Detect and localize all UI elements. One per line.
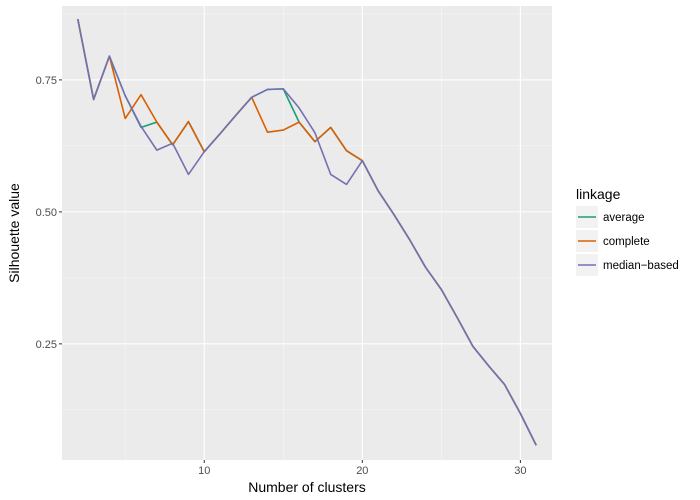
legend: linkage average complete median−based <box>576 186 679 276</box>
x-axis-title: Number of clusters <box>248 479 365 495</box>
series-line-2 <box>77 19 537 446</box>
y-tick-label: 0.25 <box>36 339 57 351</box>
legend-title: linkage <box>576 186 621 202</box>
y-tick-label: 0.50 <box>36 207 57 219</box>
plot-panel <box>62 6 552 460</box>
x-tick-label: 30 <box>514 465 526 477</box>
legend-label: complete <box>603 236 650 248</box>
minor-gridlines <box>62 6 552 460</box>
major-gridlines <box>62 6 552 460</box>
legend-label: average <box>603 212 645 224</box>
x-tick-label: 10 <box>198 465 210 477</box>
y-axis-title: Silhouette value <box>6 183 22 283</box>
y-axis-ticks: 0.25 0.50 0.75 <box>36 75 62 351</box>
x-tick-label: 20 <box>356 465 368 477</box>
series-lines <box>77 19 537 446</box>
y-tick-label: 0.75 <box>36 75 57 87</box>
x-axis-ticks: 10 20 30 <box>198 460 527 477</box>
legend-label: median−based <box>603 260 679 272</box>
